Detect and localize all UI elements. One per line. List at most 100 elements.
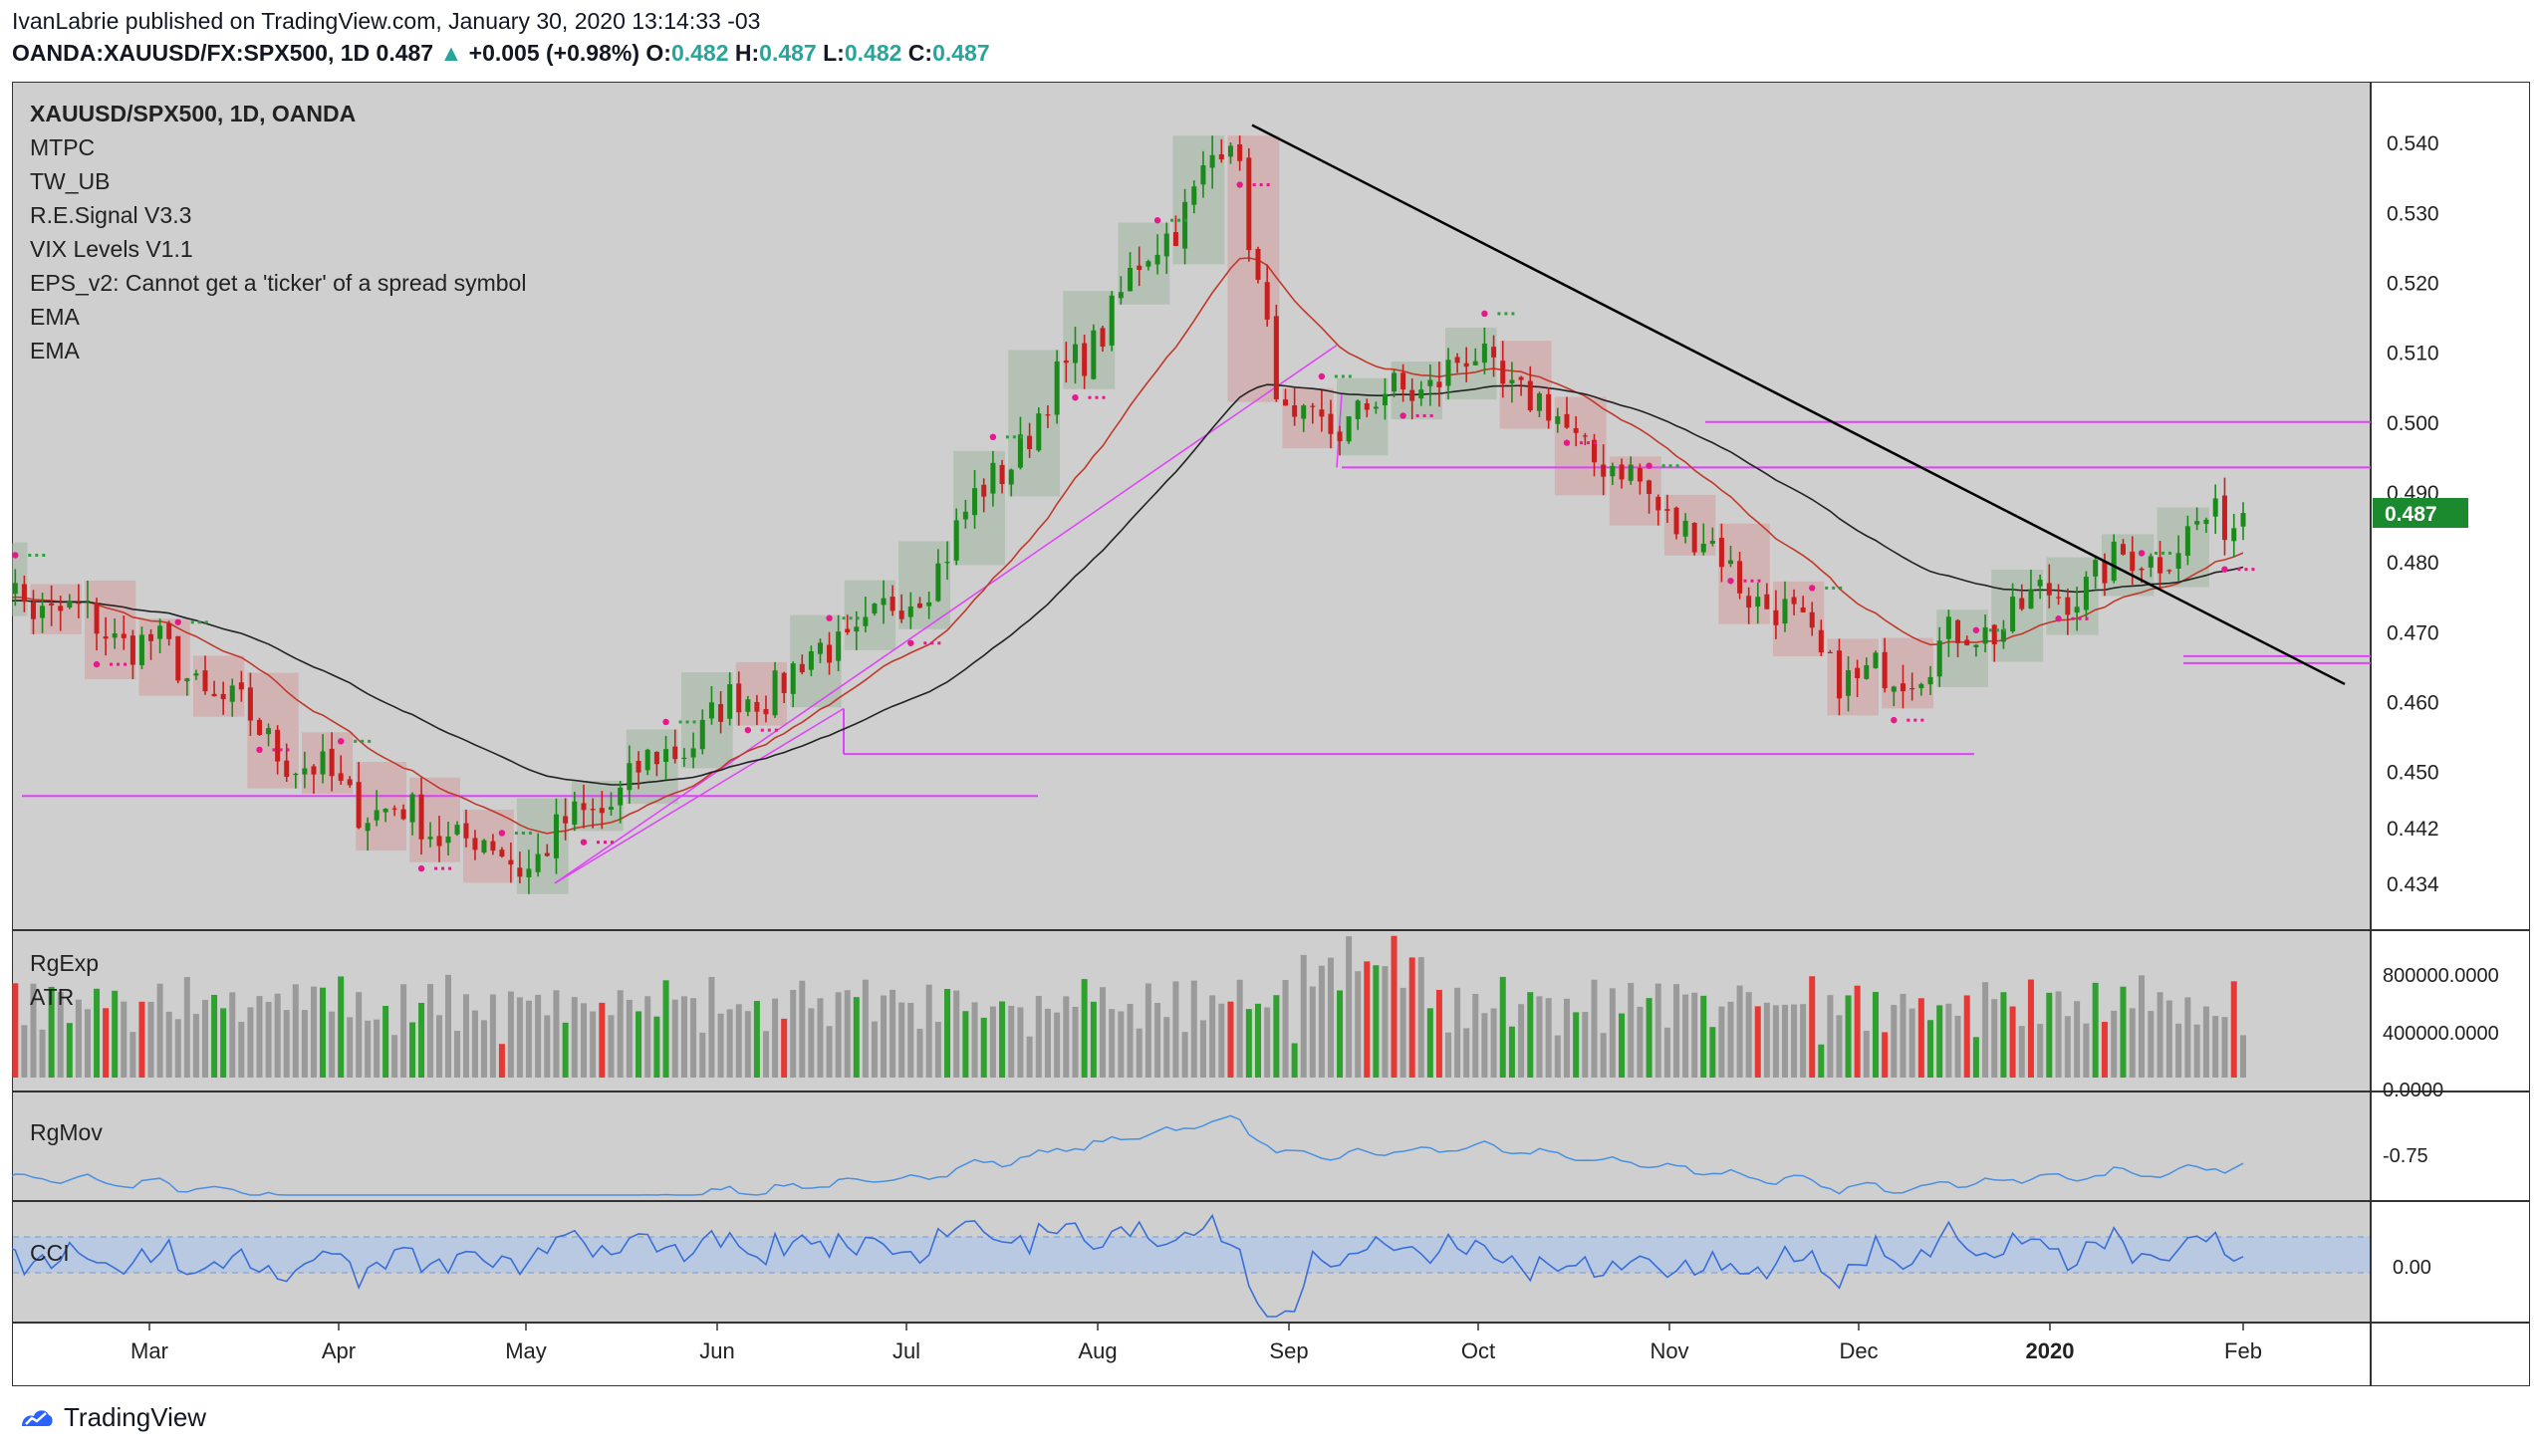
candle-body[interactable] <box>1128 267 1134 292</box>
candle-body[interactable] <box>311 766 317 775</box>
candle-body[interactable] <box>2139 568 2145 571</box>
candle-body[interactable] <box>898 610 904 619</box>
candle-body[interactable] <box>1936 640 1942 677</box>
candle-body[interactable] <box>799 663 805 673</box>
candle-body[interactable] <box>2010 597 2016 631</box>
candle-body[interactable] <box>2102 561 2108 584</box>
candle-body[interactable] <box>1836 650 1842 699</box>
candle-body[interactable] <box>112 632 118 638</box>
candle-body[interactable] <box>1782 599 1788 624</box>
candle-body[interactable] <box>1918 683 1924 689</box>
candle-body[interactable] <box>1619 464 1625 480</box>
candle-body[interactable] <box>836 631 842 661</box>
candle-body[interactable] <box>718 704 724 722</box>
candle-body[interactable] <box>736 683 742 713</box>
candle-body[interactable] <box>644 749 650 771</box>
candle-body[interactable] <box>1700 543 1706 553</box>
candle-body[interactable] <box>184 678 190 682</box>
candle-body[interactable] <box>463 823 469 839</box>
candle-body[interactable] <box>1373 406 1379 409</box>
candle-body[interactable] <box>1392 372 1398 392</box>
candle-body[interactable] <box>1118 292 1124 299</box>
candle-body[interactable] <box>1346 416 1352 442</box>
candle-body[interactable] <box>1800 607 1806 612</box>
candle-body[interactable] <box>1709 540 1715 544</box>
candle-body[interactable] <box>1827 651 1833 654</box>
candle-body[interactable] <box>1310 405 1316 407</box>
candle-body[interactable] <box>981 484 987 497</box>
time-axis[interactable] <box>13 1324 2370 1385</box>
candle-body[interactable] <box>157 625 163 639</box>
candle-body[interactable] <box>863 616 869 626</box>
candle-body[interactable] <box>329 748 335 777</box>
candle-body[interactable] <box>754 701 760 712</box>
candle-body[interactable] <box>1718 537 1724 568</box>
candle-body[interactable] <box>1218 153 1224 160</box>
candle-body[interactable] <box>454 825 460 835</box>
candle-body[interactable] <box>1255 248 1261 280</box>
candle-body[interactable] <box>2175 553 2181 569</box>
candle-body[interactable] <box>508 859 514 865</box>
candle-body[interactable] <box>2184 526 2190 557</box>
candle-body[interactable] <box>1664 509 1670 511</box>
candle-body[interactable] <box>166 622 172 639</box>
candle-body[interactable] <box>1063 361 1069 364</box>
candle-body[interactable] <box>1491 347 1497 358</box>
candle-body[interactable] <box>148 633 154 641</box>
candle-body[interactable] <box>1463 363 1469 367</box>
candle-body[interactable] <box>1527 380 1533 411</box>
candle-body[interactable] <box>1454 357 1460 364</box>
candle-body[interactable] <box>572 801 578 825</box>
candle-body[interactable] <box>238 682 244 690</box>
candle-body[interactable] <box>1673 507 1679 535</box>
candle-body[interactable] <box>926 602 932 607</box>
candle-body[interactable] <box>275 729 281 762</box>
candle-body[interactable] <box>544 852 550 856</box>
candle-body[interactable] <box>2111 541 2117 582</box>
candle-body[interactable] <box>12 583 18 595</box>
candle-body[interactable] <box>58 606 64 611</box>
candle-body[interactable] <box>1746 596 1752 608</box>
candle-body[interactable] <box>1273 316 1279 399</box>
candle-body[interactable] <box>1500 361 1506 384</box>
candle-body[interactable] <box>1436 381 1442 387</box>
candle-body[interactable] <box>1337 431 1343 442</box>
candle-body[interactable] <box>854 626 860 632</box>
candle-body[interactable] <box>2203 519 2209 525</box>
candle-body[interactable] <box>1319 409 1325 417</box>
candle-body[interactable] <box>266 728 272 735</box>
candle-body[interactable] <box>1154 254 1160 265</box>
candle-body[interactable] <box>1182 201 1188 249</box>
candle-body[interactable] <box>890 597 895 611</box>
candle-body[interactable] <box>472 838 478 850</box>
candle-body[interactable] <box>1655 496 1661 511</box>
candle-body[interactable] <box>481 840 487 852</box>
candle-body[interactable] <box>2158 557 2163 574</box>
candle-body[interactable] <box>1628 464 1634 481</box>
candle-body[interactable] <box>1008 469 1014 485</box>
candle-body[interactable] <box>2019 598 2025 609</box>
candle-body[interactable] <box>347 779 353 786</box>
candle-body[interactable] <box>1764 594 1770 609</box>
candle-body[interactable] <box>1017 434 1023 468</box>
candle-body[interactable] <box>409 794 415 823</box>
candle-body[interactable] <box>727 684 733 719</box>
candle-body[interactable] <box>391 808 397 810</box>
candle-body[interactable] <box>1809 611 1815 628</box>
candle-body[interactable] <box>1409 389 1415 401</box>
candle-body[interactable] <box>1955 619 1961 643</box>
candle-body[interactable] <box>1227 145 1233 157</box>
candle-body[interactable] <box>365 823 371 832</box>
candle-body[interactable] <box>2231 528 2237 542</box>
candle-body[interactable] <box>382 809 388 813</box>
candle-body[interactable] <box>202 670 208 692</box>
rgmov-pane[interactable] <box>13 1092 2370 1200</box>
candle-body[interactable] <box>808 651 814 670</box>
candle-body[interactable] <box>817 642 823 654</box>
candle-body[interactable] <box>1382 393 1388 406</box>
candle-body[interactable] <box>400 809 406 820</box>
candle-body[interactable] <box>427 837 433 840</box>
candle-body[interactable] <box>2093 560 2099 577</box>
candle-body[interactable] <box>699 719 705 750</box>
candle-body[interactable] <box>1027 435 1033 450</box>
